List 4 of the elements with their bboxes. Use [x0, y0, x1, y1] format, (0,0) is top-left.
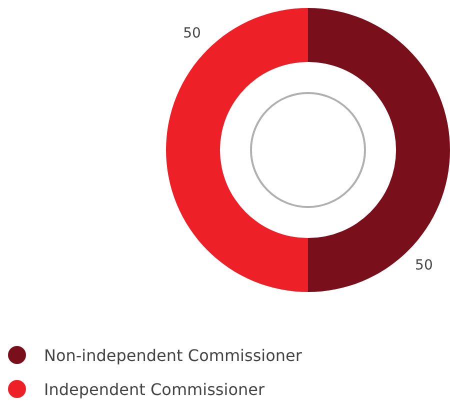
- legend-label: Non-independent Commissioner: [44, 346, 302, 364]
- data-label: 50: [415, 258, 433, 274]
- legend-label: Independent Commissioner: [44, 380, 265, 398]
- data-label: 50: [183, 26, 201, 42]
